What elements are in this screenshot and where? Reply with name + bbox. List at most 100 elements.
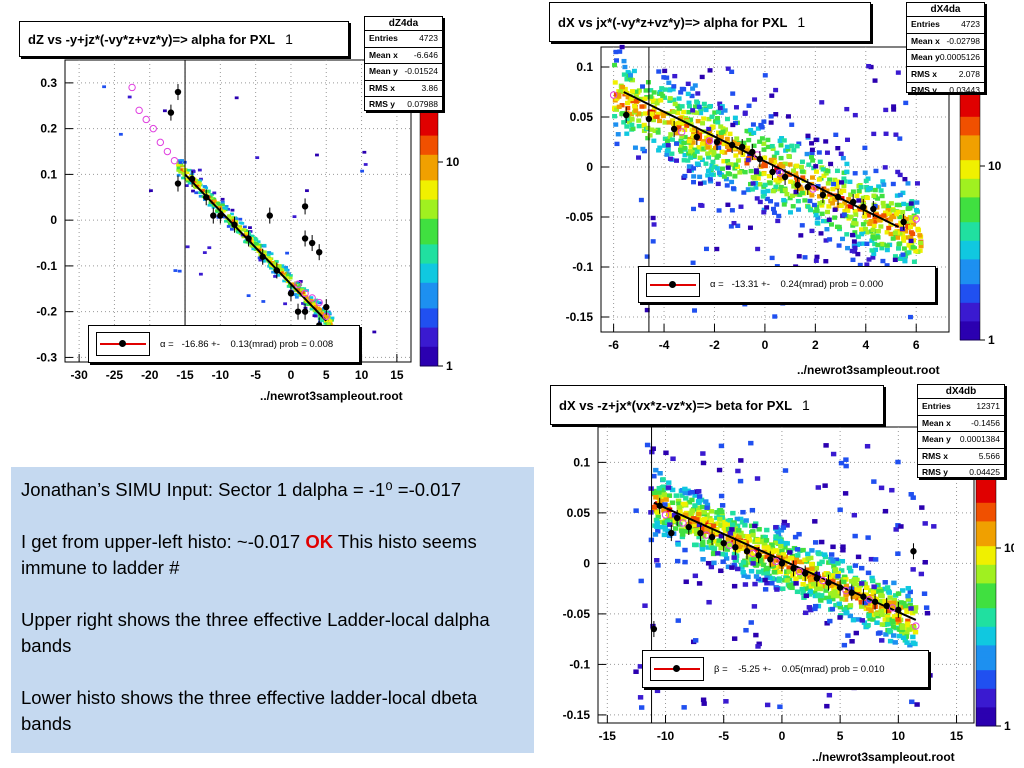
heatmap-cell xyxy=(753,185,759,190)
x-tick-label: 15 xyxy=(390,368,404,382)
heatmap-cell xyxy=(735,158,741,163)
palette-step xyxy=(960,147,980,155)
heatmap-cell xyxy=(827,618,833,624)
heatmap-cell xyxy=(308,300,313,304)
heatmap-cell xyxy=(685,81,691,87)
heatmap-cell xyxy=(812,519,818,524)
heatmap-cell xyxy=(765,144,771,150)
heatmap-cell xyxy=(908,606,914,611)
heatmap-cell xyxy=(808,607,814,613)
heatmap-cell xyxy=(791,180,797,185)
heatmap-cell xyxy=(841,176,847,181)
heatmap-cell xyxy=(755,176,761,181)
heatmap-cell xyxy=(905,221,911,226)
heatmap-cell xyxy=(776,549,782,554)
heatmap-cell xyxy=(729,179,735,185)
heatmap-cell xyxy=(902,603,909,609)
heatmap-cell xyxy=(836,601,842,607)
palette-step xyxy=(960,253,980,260)
heatmap-cell xyxy=(721,141,727,147)
heatmap-cell xyxy=(891,633,897,638)
heatmap-cell xyxy=(230,208,235,212)
heatmap-cell xyxy=(220,197,225,201)
heatmap-cell xyxy=(875,589,881,594)
heatmap-cell xyxy=(903,229,909,234)
heatmap-cell xyxy=(839,596,845,602)
heatmap-cell xyxy=(716,170,722,175)
heatmap-cell xyxy=(758,122,764,128)
heatmap-cell xyxy=(871,131,877,137)
heatmap-cell xyxy=(688,149,693,154)
profile-point xyxy=(813,575,821,582)
profile-point xyxy=(685,523,692,531)
file-name-label: ../newrot3sampleout.root xyxy=(260,389,403,403)
heatmap-cell xyxy=(658,98,664,103)
heatmap-cell xyxy=(193,186,198,189)
heatmap-cell xyxy=(841,212,847,217)
heatmap-cell xyxy=(856,207,862,212)
profile-point xyxy=(870,205,877,213)
heatmap-cell xyxy=(761,141,767,146)
heatmap-cell xyxy=(269,252,274,256)
heatmap-cell xyxy=(729,69,735,74)
heatmap-cell xyxy=(899,226,905,232)
heatmap-cell xyxy=(854,193,860,199)
heatmap-cell xyxy=(621,58,627,64)
heatmap-cell xyxy=(176,173,181,177)
heatmap-cell xyxy=(708,150,714,155)
heatmap-cell xyxy=(689,93,695,99)
heatmap-cell xyxy=(253,241,258,245)
heatmap-cell xyxy=(652,532,659,537)
heatmap-cell xyxy=(685,119,691,124)
heatmap-cell xyxy=(691,542,698,548)
heatmap-cell xyxy=(908,201,914,206)
open-point xyxy=(888,604,897,612)
heatmap-cell xyxy=(878,592,884,598)
heatmap-cell xyxy=(730,532,737,537)
y-tick-label: 0.05 xyxy=(570,110,594,124)
heatmap-cell xyxy=(795,553,801,558)
heatmap-cell xyxy=(852,230,858,235)
heatmap-cell xyxy=(840,544,846,549)
heatmap-cell xyxy=(743,518,749,523)
palette-step xyxy=(420,302,438,309)
heatmap-cell xyxy=(666,80,672,85)
heatmap-cell xyxy=(700,542,706,548)
profile-point xyxy=(720,539,727,547)
heatmap-cell xyxy=(809,193,815,198)
heatmap-cell xyxy=(854,593,861,598)
heatmap-cell xyxy=(630,126,636,131)
heatmap-cell xyxy=(242,225,247,229)
heatmap-cell xyxy=(645,125,651,131)
palette-step xyxy=(420,206,438,213)
chart-title: dZ vs -y+jz*(-vy*z+vz*y)=> alpha for PXL… xyxy=(19,21,349,57)
heatmap-cell xyxy=(240,221,245,225)
fit-legend: α = -16.86 +- 0.13(mrad) prob = 0.008 xyxy=(88,325,360,363)
heatmap-cell xyxy=(749,187,755,192)
heatmap-cell xyxy=(671,512,678,518)
heatmap-cell xyxy=(659,86,665,91)
heatmap-cell xyxy=(647,133,653,138)
heatmap-cell xyxy=(830,579,836,584)
heatmap-cell xyxy=(812,603,819,609)
heatmap-cell xyxy=(680,532,686,537)
heatmap-cell xyxy=(732,526,738,531)
heatmap-cell xyxy=(895,459,901,465)
heatmap-cell xyxy=(237,225,242,229)
heatmap-cell xyxy=(897,214,903,220)
heatmap-cell xyxy=(790,573,796,578)
palette-step xyxy=(976,484,996,491)
heatmap-cell xyxy=(788,179,794,184)
heatmap-cell xyxy=(667,98,673,103)
heatmap-cell xyxy=(178,159,182,162)
heatmap-cell xyxy=(816,579,822,584)
profile-point xyxy=(781,173,789,181)
heatmap-cell xyxy=(660,484,667,490)
heatmap-cell xyxy=(892,593,899,598)
heatmap-cell xyxy=(703,246,709,252)
fit-legend: α = -13.31 +- 0.24(mrad) prob = 0.000 xyxy=(638,266,936,303)
heatmap-cell xyxy=(314,298,319,302)
heatmap-cell xyxy=(848,192,854,197)
histogram-panel-dx4db: -15-10-5051015-0.15-0.1-0.0500.050.1101 … xyxy=(544,380,1014,766)
